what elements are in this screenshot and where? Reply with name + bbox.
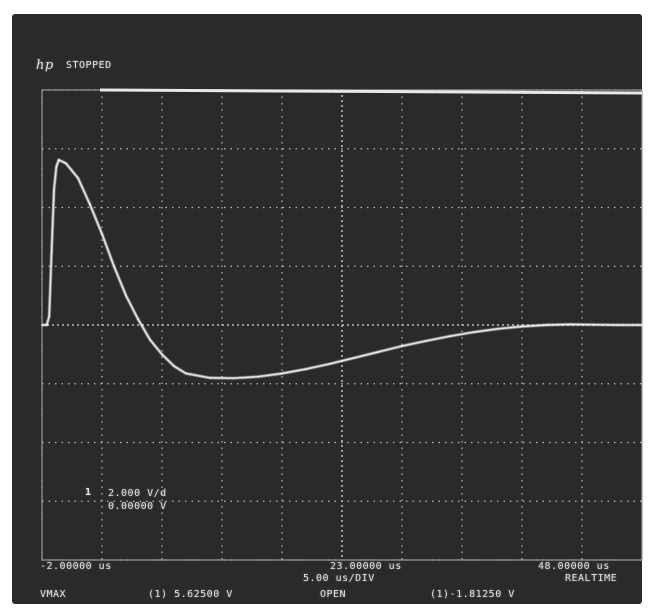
waveform-point <box>569 323 571 326</box>
waveform-point <box>89 203 91 206</box>
waveform-point <box>449 335 451 337</box>
timebase-left: -2.00000 us <box>40 561 112 572</box>
channel-marker: 1 <box>85 487 92 498</box>
waveform-point <box>473 331 475 333</box>
waveform-point <box>173 365 175 367</box>
status-bar-line <box>99 88 643 95</box>
waveform-point <box>545 324 547 326</box>
waveform-point <box>497 328 499 330</box>
waveform-point <box>55 165 58 168</box>
waveform-point <box>125 294 127 297</box>
waveform-point <box>425 340 427 342</box>
waveform-point <box>305 368 307 370</box>
vmin-readout: (1)-1.81250 V <box>430 589 515 600</box>
waveform-point <box>77 177 79 179</box>
waveform-point <box>48 315 50 317</box>
coupling-readout: OPEN <box>320 589 347 600</box>
waveform-point <box>281 372 283 375</box>
waveform-point <box>50 250 53 253</box>
channel-offset: 0.00000 V <box>108 501 167 512</box>
measurement-label: VMAX <box>40 589 67 600</box>
acquisition-status: STOPPED <box>66 60 112 71</box>
waveform-point <box>161 353 163 356</box>
waveform-point <box>593 323 595 326</box>
waveform-point <box>58 159 60 161</box>
waveform-point <box>46 324 48 326</box>
waveform-point <box>41 324 43 326</box>
waveform-point <box>113 265 115 268</box>
waveform-point <box>617 324 619 326</box>
waveform-point <box>185 372 187 375</box>
waveform-point <box>137 318 139 320</box>
timebase-per-div: 5.00 us/DIV <box>303 573 375 584</box>
waveform-point <box>257 375 259 378</box>
waveform-point <box>329 362 331 365</box>
screen-bezel <box>12 14 642 604</box>
waveform-point <box>53 189 55 191</box>
hp-logo: hp <box>36 58 54 73</box>
waveform-point <box>149 338 151 341</box>
waveform-point <box>401 345 403 347</box>
timebase-right: 48.00000 us <box>538 561 610 572</box>
waveform-point <box>353 357 355 359</box>
waveform-point <box>521 325 523 328</box>
waveform-point <box>641 324 643 326</box>
waveform-point <box>377 351 379 353</box>
waveform-point <box>65 162 67 165</box>
waveform-points <box>41 159 643 379</box>
waveform-point <box>101 233 103 235</box>
channel-scale: 2.000 V/d <box>108 488 167 499</box>
vmax-readout: (1) 5.62500 V <box>148 589 233 600</box>
timebase-center: 23.00000 us <box>330 561 402 572</box>
acquisition-mode: REALTIME <box>565 573 618 584</box>
waveform-point <box>233 377 235 379</box>
waveform-point <box>209 377 211 379</box>
